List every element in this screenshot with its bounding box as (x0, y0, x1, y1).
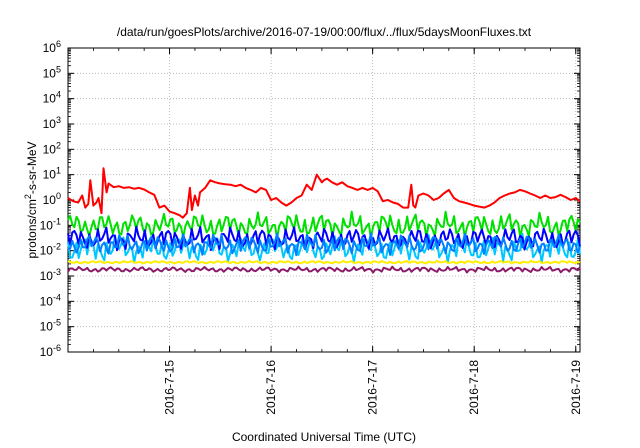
x-tick-label: 2016-7-17 (366, 360, 380, 415)
y-tick-label-exponent: 1 (56, 166, 61, 176)
y-tick-label: 10-5 (40, 318, 61, 334)
y-tick-label: 100 (43, 191, 61, 207)
series-line-6 (67, 259, 581, 265)
y-tick-label-exponent: 0 (56, 191, 61, 201)
y-tick-label: 102 (43, 140, 61, 156)
y-tick-label-base: 10 (43, 66, 57, 80)
y-tick-label-base: 10 (43, 142, 57, 156)
y-tick-label-exponent: 4 (56, 90, 61, 100)
series-line-1 (67, 167, 581, 219)
x-tick-label: 2016-7-16 (264, 360, 278, 415)
y-tick-label-base: 10 (40, 294, 54, 308)
y-tick-label: 10-6 (40, 343, 61, 359)
y-tick-label: 10-2 (40, 242, 61, 258)
y-tick-label-base: 10 (43, 92, 57, 106)
y-tick-label-exponent: -6 (53, 343, 61, 353)
y-tick-label-exponent: 6 (56, 39, 61, 49)
y-tick-label-exponent: -5 (53, 318, 61, 328)
x-tick-label: 2016-7-19 (569, 360, 583, 415)
y-tick-label: 10-4 (40, 292, 61, 308)
y-tick-label-exponent: -4 (53, 292, 61, 302)
axis-ticks: 10-610-510-410-310-210-11001011021031041… (40, 39, 583, 415)
y-tick-label: 105 (43, 64, 61, 80)
y-tick-label-base: 10 (43, 168, 57, 182)
y-tick-label-base: 10 (40, 218, 54, 232)
y-tick-label-base: 10 (40, 345, 54, 359)
y-tick-label: 106 (43, 39, 61, 55)
y-axis-label-suffix: -s-sr-MeV (25, 141, 39, 194)
series-line-5 (67, 232, 581, 257)
data-series (67, 167, 581, 274)
y-tick-label-base: 10 (40, 269, 54, 283)
y-axis-label-superscript: 2 (23, 194, 33, 199)
y-tick-label-exponent: -1 (53, 216, 61, 226)
y-tick-label-base: 10 (40, 320, 54, 334)
chart-title: /data/run/goesPlots/archive/2016-07-19/0… (117, 25, 532, 39)
y-tick-label-base: 10 (43, 193, 57, 207)
y-tick-label-base: 10 (43, 117, 57, 131)
y-tick-label: 101 (43, 166, 61, 182)
y-axis-label: protons/cm2-s-sr-MeV (23, 141, 39, 258)
y-axis-label-prefix: protons/cm (25, 199, 39, 258)
y-tick-label: 104 (43, 90, 61, 106)
y-tick-label: 10-1 (40, 216, 61, 232)
y-tick-label-exponent: 5 (56, 64, 61, 74)
x-tick-label: 2016-7-18 (467, 360, 481, 415)
y-tick-label-exponent: 3 (56, 115, 61, 125)
series-line-7 (67, 265, 581, 274)
y-tick-label-exponent: -3 (53, 267, 61, 277)
x-axis-label: Coordinated Universal Time (UTC) (232, 430, 416, 444)
y-tick-label: 103 (43, 115, 61, 131)
y-tick-label: 10-3 (40, 267, 61, 283)
x-tick-label: 2016-7-15 (163, 360, 177, 415)
y-tick-label-base: 10 (40, 244, 54, 258)
grid-lines (68, 48, 580, 352)
series-line-4 (67, 225, 581, 252)
y-tick-label-base: 10 (43, 41, 57, 55)
y-tick-label-exponent: -2 (53, 242, 61, 252)
y-tick-label-exponent: 2 (56, 140, 61, 150)
